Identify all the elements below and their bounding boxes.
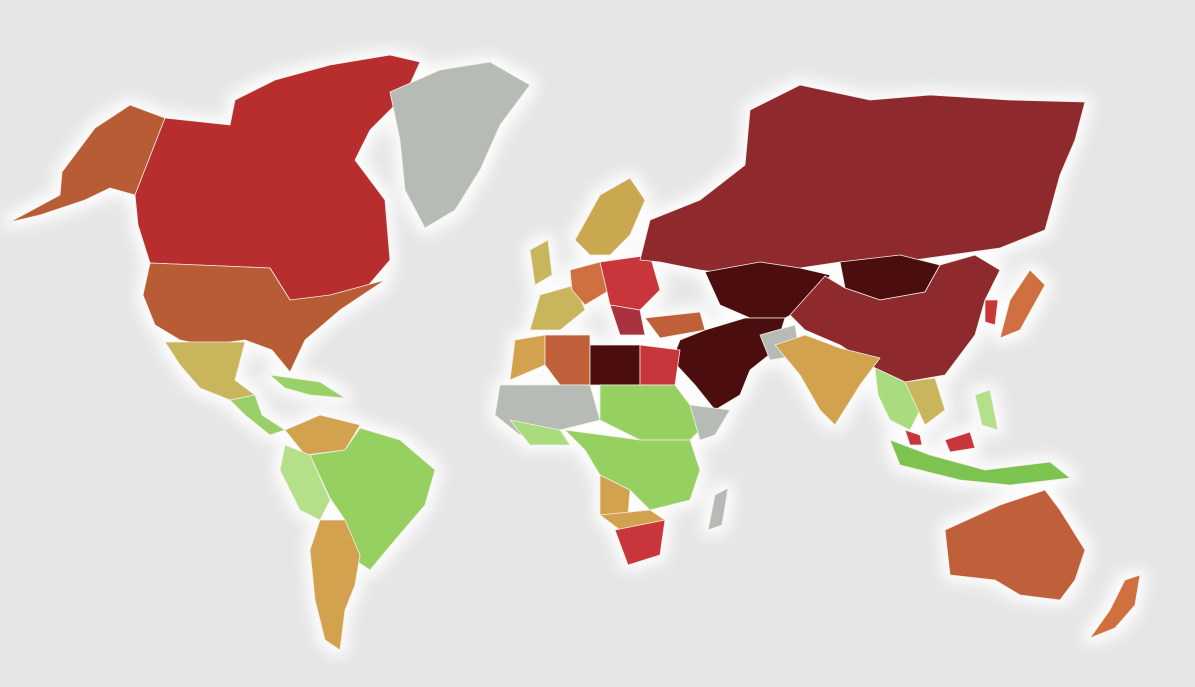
south-africa — [614, 519, 666, 566]
caribbean — [269, 374, 346, 399]
indonesia — [889, 439, 1071, 486]
horn-of-africa — [689, 404, 731, 441]
uk — [529, 239, 553, 286]
japan — [999, 269, 1046, 339]
australia — [944, 489, 1086, 601]
alaska — [9, 104, 166, 223]
argentina-chile — [309, 519, 361, 651]
france-germany — [569, 261, 611, 306]
libya — [589, 344, 641, 386]
madagascar — [707, 487, 729, 531]
greenland — [389, 61, 531, 229]
countries — [9, 54, 1141, 651]
indochina — [904, 377, 946, 426]
malaysia — [904, 429, 976, 453]
egypt — [639, 344, 681, 386]
philippines — [974, 389, 999, 431]
middle-east — [671, 317, 786, 411]
new-zealand — [1089, 574, 1141, 639]
china — [789, 254, 1001, 383]
india — [774, 334, 881, 426]
west-coast — [509, 419, 571, 446]
central-africa — [564, 429, 701, 511]
scandinavia — [574, 177, 646, 256]
colombia-venezuela — [284, 414, 361, 456]
usa — [142, 262, 386, 373]
western-europe — [529, 284, 586, 331]
korea — [984, 299, 999, 326]
balkans — [609, 304, 646, 336]
brazil — [309, 427, 436, 571]
